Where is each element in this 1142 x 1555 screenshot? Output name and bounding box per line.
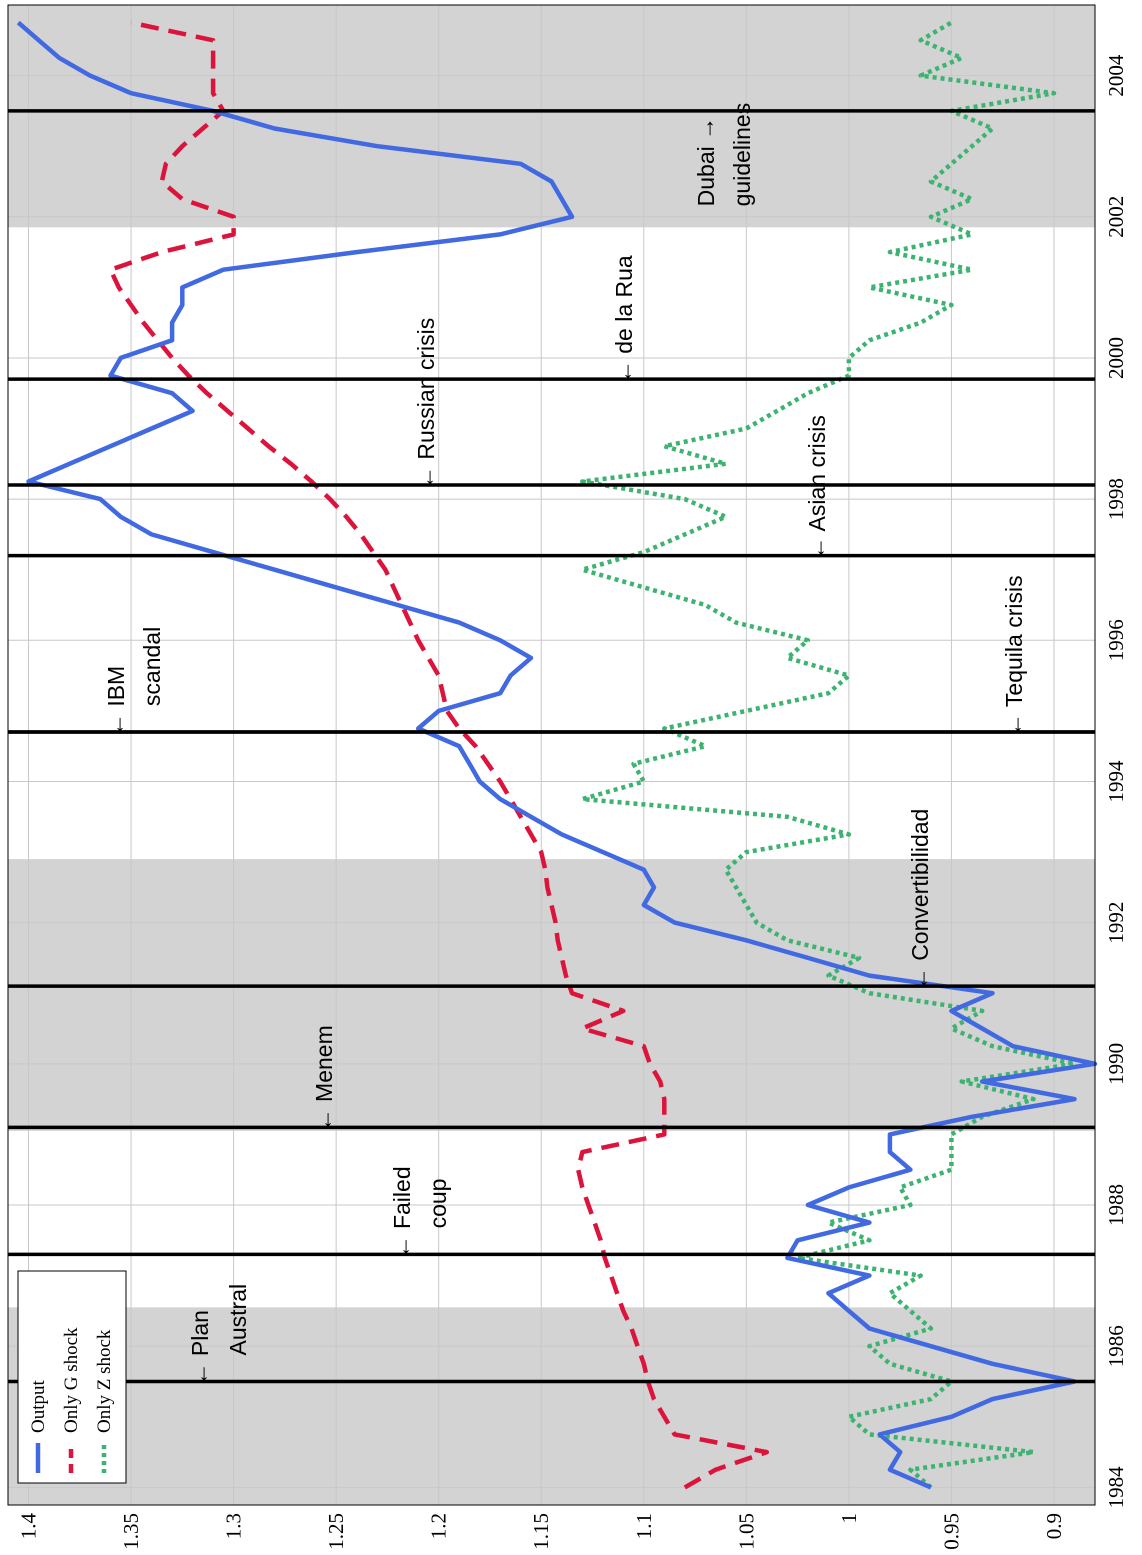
- y-tick-label: 1.25: [324, 1513, 348, 1550]
- annotation: guidelines: [729, 103, 755, 207]
- y-tick-label: 0.9: [1042, 1513, 1066, 1539]
- annotation: ← Plan: [187, 1310, 213, 1385]
- y-tick-label: 1.3: [222, 1513, 246, 1539]
- x-tick-label: 2000: [1104, 337, 1128, 379]
- annotation: ← Convertibilidad: [907, 809, 933, 991]
- annotation: coup: [425, 1179, 451, 1229]
- x-tick-label: 2002: [1104, 196, 1128, 238]
- y-tick-label: 1.2: [427, 1513, 451, 1539]
- annotation: Austral: [225, 1284, 251, 1356]
- legend-label: Only Z shock: [94, 1329, 115, 1433]
- rotated-plot: 1984 1986 1988 1990 1992 1994 1996 1998 2000 2002…: [7, 4, 1128, 1550]
- plot-frame: [7, 4, 1096, 1506]
- legend-label: Output: [28, 1380, 49, 1434]
- annotation: ← IBM: [103, 666, 129, 736]
- legend-box: [17, 1270, 127, 1484]
- x-tick-label: 1992: [1104, 902, 1128, 944]
- series-line: [580, 20, 1077, 1490]
- x-tick-label: 1994: [1104, 760, 1128, 803]
- x-tick-label: 1988: [1104, 1184, 1128, 1226]
- annotation: ← Russian crisis: [413, 318, 439, 489]
- legend-label: Only G shock: [61, 1327, 82, 1433]
- series-line: [16, 20, 1098, 1490]
- shaded-period: [8, 1307, 1095, 1505]
- y-tick-label: 1.35: [119, 1513, 143, 1550]
- y-tick-label: 1.15: [529, 1513, 553, 1550]
- y-tick-label: 1.05: [734, 1513, 758, 1550]
- x-tick-label: 2004: [1104, 54, 1128, 97]
- annotation: Dubai →: [693, 117, 719, 206]
- x-tick-label: 1990: [1104, 1043, 1128, 1085]
- series-line: [108, 20, 770, 1490]
- annotation: ← Menem: [311, 1025, 337, 1131]
- annotation: ← de la Rua: [611, 255, 637, 383]
- annotation: ← Failed: [389, 1166, 415, 1258]
- y-tick-label: 1.1: [632, 1513, 656, 1539]
- shaded-period: [8, 859, 1095, 1131]
- shaded-period: [8, 4, 1095, 228]
- y-tick-label: 0.95: [939, 1513, 963, 1550]
- annotation: ← Asian crisis: [804, 415, 830, 559]
- y-tick-label: 1.4: [17, 1513, 41, 1540]
- x-tick-label: 1984: [1104, 1466, 1128, 1509]
- annotation: scandal: [139, 627, 165, 706]
- annotation: ← Tequila crisis: [1001, 575, 1027, 736]
- x-tick-label: 1996: [1104, 619, 1128, 661]
- x-tick-label: 1998: [1104, 478, 1128, 520]
- x-tick-label: 1986: [1104, 1325, 1128, 1367]
- y-tick-label: 1: [837, 1513, 861, 1524]
